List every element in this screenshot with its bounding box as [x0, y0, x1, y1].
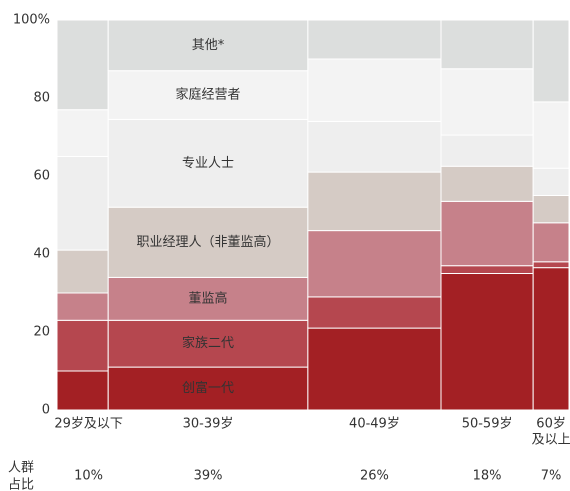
x-tick-label: 50-59岁 — [462, 417, 513, 432]
segment — [440, 200, 534, 267]
segment — [532, 261, 570, 269]
segment — [440, 68, 534, 136]
segment-label: 职业经理人（非董监高） — [137, 234, 280, 250]
share-label: 39% — [194, 469, 223, 484]
segment — [532, 167, 570, 196]
segment — [307, 296, 442, 329]
segment — [107, 366, 309, 411]
y-tick-label: 100% — [13, 13, 50, 28]
segment — [440, 273, 534, 411]
x-tick-label: 及以上 — [532, 433, 570, 448]
segment — [56, 292, 109, 321]
y-tick-label: 80 — [33, 91, 50, 106]
segment-label: 家族二代 — [182, 335, 234, 351]
segment — [56, 19, 109, 111]
segment-label: 专业人士 — [182, 156, 234, 171]
share-label: 26% — [360, 469, 389, 484]
y-tick-label: 0 — [42, 403, 50, 418]
segment — [107, 70, 309, 120]
segment — [532, 222, 570, 263]
share-title: 人群 — [8, 461, 34, 476]
segment — [307, 171, 442, 232]
segment — [107, 19, 309, 72]
share-title: 占比 — [8, 478, 34, 491]
x-tick-label: 40-49岁 — [349, 417, 400, 432]
segment — [107, 206, 309, 278]
segment-label: 家庭经营者 — [176, 87, 241, 103]
segment — [532, 195, 570, 224]
share-label: 18% — [473, 469, 502, 484]
x-tick-label: 30-39岁 — [183, 417, 234, 432]
segment — [307, 120, 442, 173]
segment — [107, 118, 309, 208]
y-tick-label: 20 — [33, 325, 50, 340]
segment-label: 其他* — [192, 38, 225, 53]
share-label: 10% — [74, 469, 103, 484]
segment — [307, 230, 442, 298]
segment — [107, 319, 309, 368]
y-tick-label: 60 — [33, 169, 50, 184]
segment — [440, 165, 534, 202]
segment — [440, 265, 534, 275]
segment — [307, 19, 442, 60]
segment — [532, 101, 570, 169]
segment — [307, 58, 442, 122]
segment — [56, 156, 109, 251]
x-tick-label: 29岁及以下 — [54, 417, 123, 432]
segment — [440, 134, 534, 167]
share-label: 7% — [541, 469, 562, 484]
x-tick-label: 60岁 — [536, 417, 566, 432]
segment — [307, 327, 442, 411]
segment — [56, 109, 109, 157]
segment — [56, 249, 109, 294]
segment — [532, 19, 570, 103]
segment — [532, 267, 570, 411]
segment — [440, 19, 534, 70]
y-tick-label: 40 — [33, 247, 50, 262]
segment-label: 董监高 — [189, 290, 228, 306]
segment — [56, 319, 109, 372]
segment — [56, 370, 109, 411]
segment-label: 创富一代 — [182, 380, 234, 396]
